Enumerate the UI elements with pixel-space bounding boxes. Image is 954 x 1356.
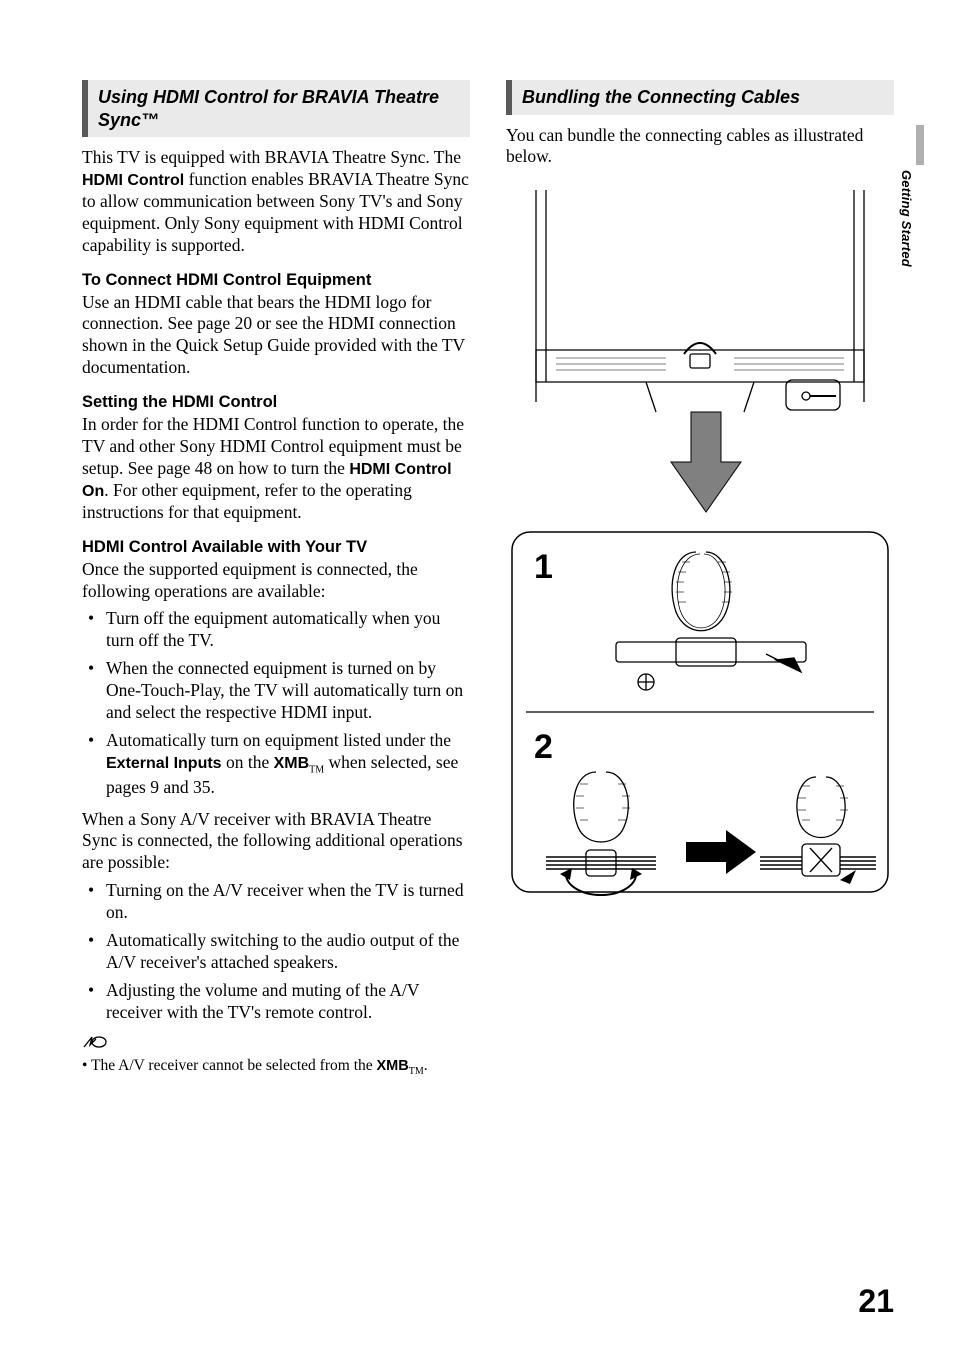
- item3-b: on the: [222, 752, 274, 772]
- section-heading-bundling: Bundling the Connecting Cables: [506, 80, 894, 115]
- note-icon: [82, 1033, 470, 1054]
- arrow-down-icon: [671, 412, 741, 512]
- intro-paragraph: This TV is equipped with BRAVIA Theatre …: [82, 147, 470, 257]
- item3-bold2: XMB: [274, 755, 310, 772]
- tm-mark: TM: [309, 764, 324, 775]
- subheading-setting: Setting the HDMI Control: [82, 393, 470, 412]
- bundling-intro: You can bundle the connecting cables as …: [506, 125, 894, 169]
- connect-body: Use an HDMI cable that bears the HDMI lo…: [82, 292, 470, 380]
- note-a: • The A/V receiver cannot be selected fr…: [82, 1057, 377, 1074]
- list-item: Adjusting the volume and muting of the A…: [106, 980, 470, 1024]
- page-number: 21: [858, 1283, 894, 1320]
- list-item: Turning on the A/V receiver when the TV …: [106, 880, 470, 924]
- list-item: Turn off the equipment automatically whe…: [106, 608, 470, 652]
- available-intro: Once the supported equipment is connecte…: [82, 559, 470, 603]
- side-tab: [916, 125, 924, 165]
- setting-text-b: . For other equipment, refer to the oper…: [82, 480, 412, 522]
- note-b: .: [424, 1057, 428, 1074]
- side-label: Getting Started: [899, 170, 914, 267]
- left-column: Using HDMI Control for BRAVIA Theatre Sy…: [82, 80, 470, 1078]
- list-item: Automatically switching to the audio out…: [106, 930, 470, 974]
- available-body2: When a Sony A/V receiver with BRAVIA The…: [82, 809, 470, 875]
- step-1-label: 1: [534, 548, 553, 586]
- note-text: • The A/V receiver cannot be selected fr…: [82, 1056, 470, 1078]
- subheading-connect: To Connect HDMI Control Equipment: [82, 271, 470, 290]
- list-item: Automatically turn on equipment listed u…: [106, 730, 470, 799]
- setting-body: In order for the HDMI Control function t…: [82, 414, 470, 524]
- intro-text-a: This TV is equipped with BRAVIA Theatre …: [82, 147, 461, 167]
- subheading-available: HDMI Control Available with Your TV: [82, 538, 470, 557]
- section-heading-hdmi: Using HDMI Control for BRAVIA Theatre Sy…: [82, 80, 470, 137]
- content-columns: Using HDMI Control for BRAVIA Theatre Sy…: [82, 80, 894, 1078]
- step-2-label: 2: [534, 728, 553, 766]
- cable-diagram: 1: [506, 182, 894, 902]
- page: Getting Started Using HDMI Control for B…: [0, 0, 954, 1356]
- list-item: When the connected equipment is turned o…: [106, 658, 470, 724]
- note-bold: XMB: [377, 1058, 409, 1074]
- item3-bold1: External Inputs: [106, 755, 222, 772]
- bullet-list-1: Turn off the equipment automatically whe…: [82, 608, 470, 798]
- tm-mark: TM: [409, 1066, 424, 1077]
- bullet-list-2: Turning on the A/V receiver when the TV …: [82, 880, 470, 1023]
- intro-bold: HDMI Control: [82, 172, 184, 189]
- item3-a: Automatically turn on equipment listed u…: [106, 730, 451, 750]
- right-column: Bundling the Connecting Cables You can b…: [506, 80, 894, 1078]
